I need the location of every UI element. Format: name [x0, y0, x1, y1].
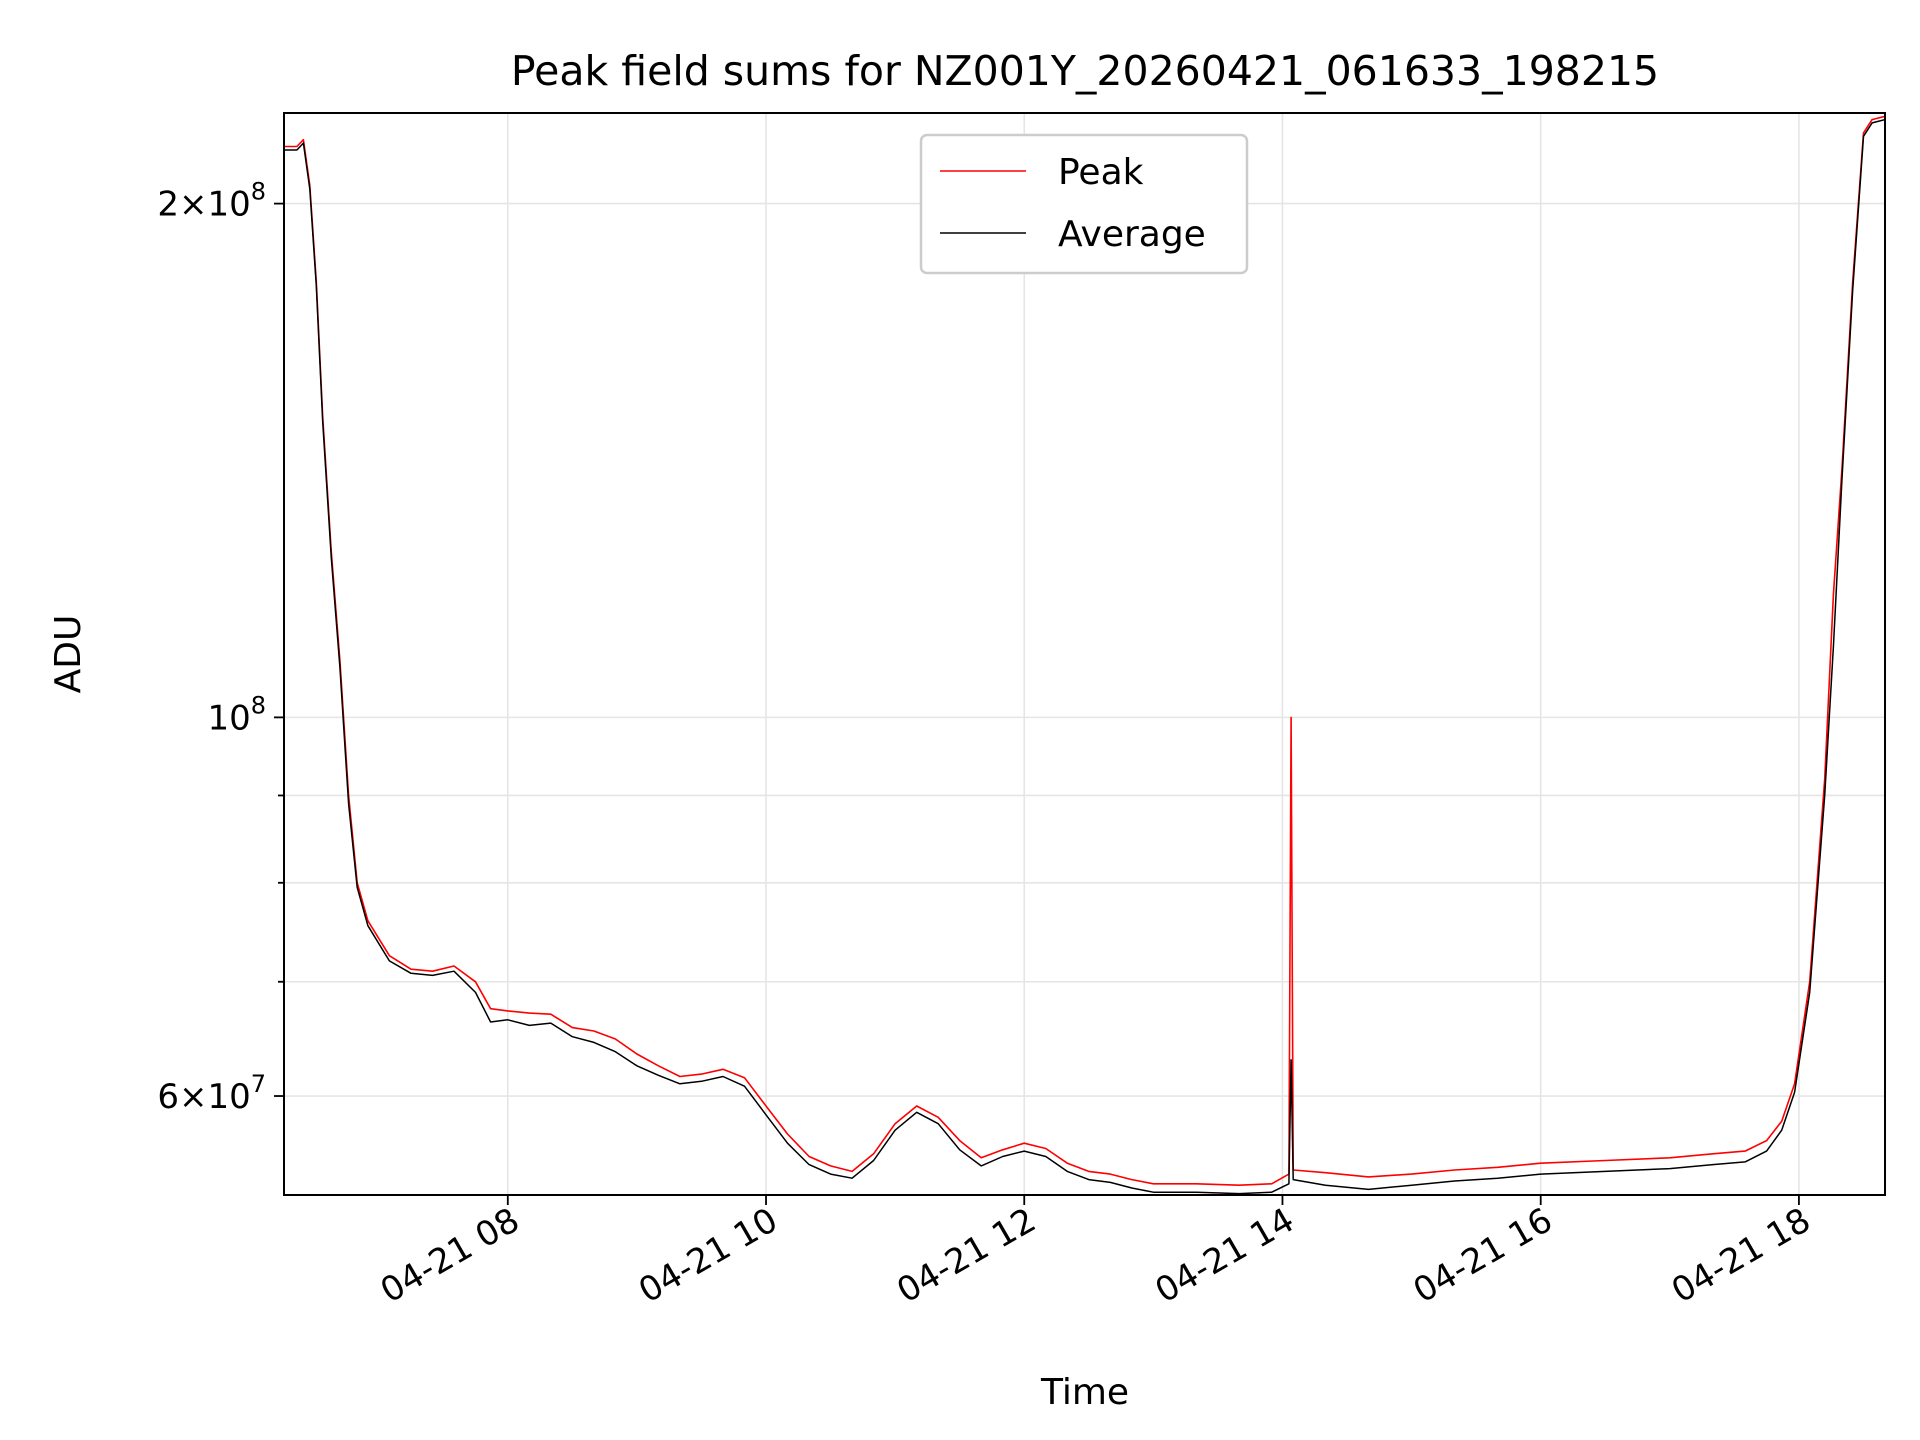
series-line-average	[284, 118, 1885, 1195]
chart-title: Peak field sums for NZ001Y_20260421_0616…	[511, 47, 1659, 95]
y-axis-label: ADU	[48, 615, 89, 694]
legend-label-average: Average	[1058, 214, 1206, 255]
y-tick-label: 108	[207, 691, 266, 738]
axes-frame	[283, 112, 1886, 1196]
grid	[284, 113, 1885, 1195]
legend: Peak Average	[919, 133, 1249, 275]
x-axis-label: Time	[1040, 1372, 1129, 1413]
plot-area	[284, 115, 1885, 1195]
series-layer	[284, 115, 1885, 1195]
series-line-peak	[284, 115, 1885, 1186]
y-tick-label: 6×107	[157, 1070, 266, 1117]
legend-label-peak: Peak	[1058, 152, 1144, 193]
y-axis: 6×107 108 2×108	[157, 178, 284, 1117]
legend-box	[919, 133, 1249, 275]
y-tick-label: 2×108	[157, 178, 266, 225]
